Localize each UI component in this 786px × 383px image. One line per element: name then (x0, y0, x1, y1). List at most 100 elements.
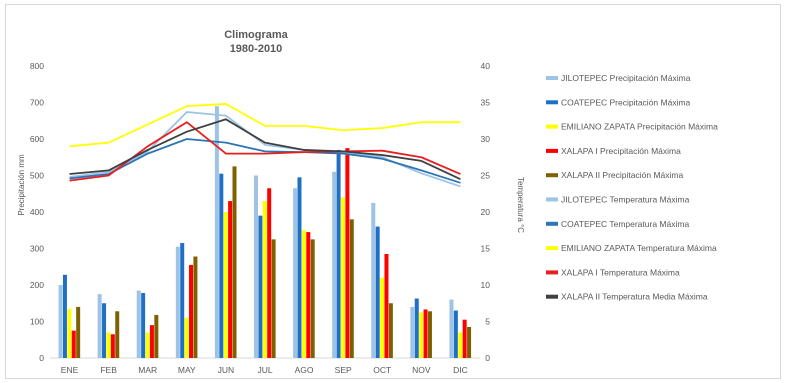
bar (449, 299, 454, 358)
bar-series-group (58, 106, 472, 359)
legend-entry: COATEPEC Temperatura Máxima (561, 219, 689, 229)
x-axis-tick-labels: ENE FEB MAR MAY JUN JUL AGO SEP OCT NOV DIC (61, 365, 468, 375)
bar (228, 201, 233, 358)
legend-entry: JILOTEPEC Temperatura Máxima (561, 195, 690, 205)
bar (271, 239, 276, 359)
bar (97, 294, 102, 359)
right-y-axis-label: Temperatura °C (516, 177, 525, 233)
left-y-tick-label: 500 (30, 171, 44, 181)
bar (232, 166, 237, 359)
bar (193, 256, 198, 358)
right-y-tick-label: 20 (481, 207, 491, 217)
left-y-axis: 0 100 200 300 400 500 600 700 800 (30, 61, 44, 363)
bar (306, 232, 311, 358)
temperature-line (69, 118, 461, 180)
x-tick-label: NOV (412, 365, 431, 375)
x-tick-label: JUN (218, 365, 235, 375)
bar (419, 312, 424, 359)
left-y-tick-label: 100 (30, 317, 44, 327)
x-tick-label: SEP (335, 365, 352, 375)
temperature-line (69, 138, 461, 184)
legend-key (546, 173, 558, 178)
bar (180, 243, 185, 358)
bar (62, 274, 67, 358)
left-y-tick-label: 200 (30, 280, 44, 290)
bar (371, 202, 376, 359)
right-y-tick-label: 35 (481, 98, 491, 108)
bar (375, 226, 380, 358)
bar (267, 188, 272, 358)
right-y-tick-label: 0 (485, 353, 490, 363)
bar (467, 326, 472, 358)
left-y-axis-label: Precipitación mm (17, 154, 26, 216)
legend-key (546, 294, 558, 299)
bar (76, 306, 81, 358)
right-y-tick-label: 10 (481, 280, 491, 290)
legend-key (546, 270, 558, 275)
legend-key (546, 246, 558, 251)
legend-key (546, 76, 558, 80)
right-y-axis: 0 5 10 15 20 25 30 35 40 (481, 61, 491, 363)
bar (332, 171, 337, 358)
bar (462, 319, 467, 358)
bar (340, 197, 345, 358)
right-y-tick-label: 5 (485, 317, 490, 327)
left-y-tick-label: 400 (30, 207, 44, 217)
bar (184, 317, 189, 358)
legend-key (546, 221, 558, 226)
chart-title: Climograma (224, 29, 288, 41)
bar (154, 314, 159, 358)
bar (458, 332, 463, 358)
bar (301, 230, 306, 358)
bar (106, 332, 111, 358)
x-tick-label: JUL (257, 365, 272, 375)
legend-entry: EMILIANO ZAPATA Precipitación Máxima (561, 122, 718, 132)
bar (189, 264, 194, 358)
bar (149, 325, 154, 358)
legend-entry: XALAPA II Temperatura Media Máxima (561, 292, 708, 302)
bar (336, 149, 341, 358)
x-tick-label: MAR (138, 365, 157, 375)
left-y-tick-label: 800 (30, 61, 44, 71)
left-y-tick-label: 600 (30, 134, 44, 144)
right-y-tick-label: 15 (481, 244, 491, 254)
x-tick-label: DIC (453, 365, 468, 375)
legend-entry: XALAPA I Temperatura Máxima (561, 267, 680, 277)
bar (262, 201, 267, 358)
temperature-line (69, 103, 461, 148)
bar (427, 311, 432, 358)
bar (384, 253, 389, 358)
legend-entry: COATEPEC Precipitación Máxima (561, 97, 691, 107)
left-y-tick-label: 300 (30, 244, 44, 254)
bar (214, 106, 219, 359)
x-tick-label: FEB (100, 365, 117, 375)
bar (175, 246, 180, 358)
legend-entry: EMILIANO ZAPATA Temperatura Máxima (561, 243, 717, 253)
bar (380, 277, 385, 358)
right-y-tick-label: 30 (481, 134, 491, 144)
x-tick-label: AGO (295, 365, 314, 375)
bar (293, 188, 298, 358)
bar (115, 311, 120, 358)
x-tick-label: ENE (61, 365, 79, 375)
right-y-tick-label: 25 (481, 171, 491, 181)
bar (345, 148, 350, 359)
right-y-tick-label: 40 (481, 61, 491, 71)
left-y-tick-label: 700 (30, 98, 44, 108)
bar (297, 177, 302, 358)
bar (414, 298, 419, 358)
left-y-tick-label: 0 (39, 353, 44, 363)
bar (223, 212, 228, 358)
bar (453, 310, 458, 358)
legend-key (546, 197, 558, 202)
legend-entry: XALAPA II Precipitación Máxima (561, 170, 683, 180)
bar (423, 309, 428, 358)
bar (136, 290, 141, 358)
bar (349, 219, 354, 358)
bar (141, 293, 146, 358)
legend: JILOTEPEC Precipitación Máxima COATEPEC P… (546, 73, 718, 302)
bar (102, 303, 107, 358)
line-series-group (69, 103, 461, 188)
legend-entry: JILOTEPEC Precipitación Máxima (561, 73, 691, 83)
legend-key (546, 148, 558, 153)
